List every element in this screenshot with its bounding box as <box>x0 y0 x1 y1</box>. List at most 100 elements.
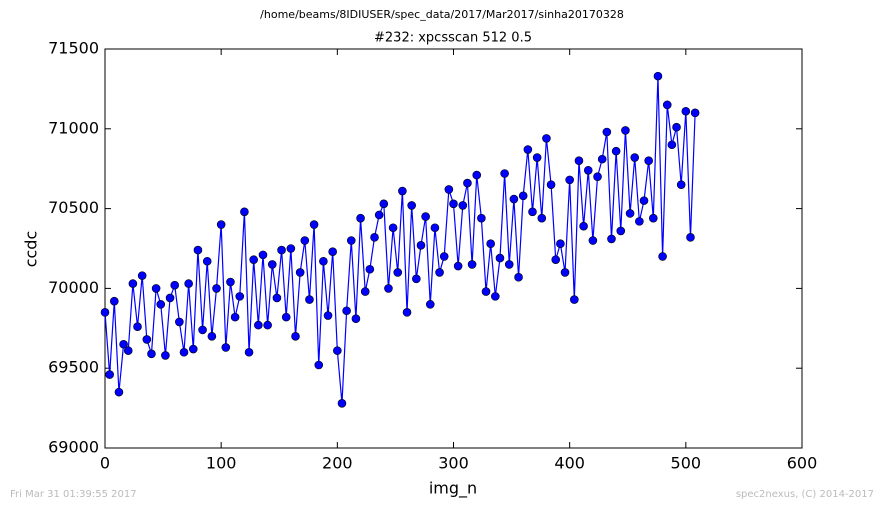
x-tick-label: 600 <box>787 454 818 473</box>
plot-frame <box>104 48 803 449</box>
data-point <box>226 277 235 287</box>
data-point <box>542 134 551 143</box>
data-point <box>360 287 370 296</box>
data-point <box>165 293 175 303</box>
data-point <box>193 245 203 255</box>
data-point <box>198 325 207 335</box>
data-point <box>556 239 565 249</box>
data-point <box>435 268 444 277</box>
data-point <box>309 220 319 229</box>
data-point <box>286 244 296 253</box>
data-point <box>105 370 114 379</box>
y-axis-label: ccdc <box>22 231 41 268</box>
data-point <box>300 236 310 245</box>
data-point <box>658 252 667 261</box>
data-point <box>170 280 179 290</box>
data-point <box>551 255 561 264</box>
data-point <box>147 349 156 359</box>
x-tick-label: 300 <box>438 454 469 473</box>
data-point <box>221 343 231 352</box>
data-point <box>579 221 588 231</box>
data-point <box>444 185 454 194</box>
data-point <box>240 207 249 217</box>
data-point <box>337 399 347 408</box>
footer-left: Fri Mar 31 01:39:55 2017 <box>10 489 137 500</box>
data-point <box>686 233 695 242</box>
data-point <box>365 264 375 274</box>
data-point <box>291 331 300 341</box>
data-point <box>379 199 389 209</box>
data-point <box>644 156 653 166</box>
data-point <box>388 223 398 233</box>
x-tick-label: 200 <box>322 454 353 473</box>
data-point <box>630 153 640 162</box>
data-point <box>175 317 184 327</box>
data-point <box>588 236 598 245</box>
data-point <box>662 100 672 110</box>
data-point <box>281 312 291 322</box>
data-point <box>156 300 166 309</box>
data-point <box>667 140 677 150</box>
data-point <box>230 312 240 322</box>
data-point <box>449 199 458 209</box>
data-point <box>314 360 324 370</box>
data-point <box>216 220 226 229</box>
data-point <box>491 292 500 301</box>
suptitle: /home/beams/8IDIUSER/spec_data/2017/Mar2… <box>260 8 624 21</box>
data-point <box>453 261 463 271</box>
data-point <box>123 346 133 355</box>
data-point <box>467 260 477 269</box>
x-tick-label: 500 <box>671 454 702 473</box>
data-point <box>263 320 272 330</box>
data-point <box>254 320 263 330</box>
data-point <box>565 175 574 185</box>
data-point <box>319 256 328 266</box>
data-point <box>472 170 482 180</box>
data-point <box>481 287 491 296</box>
data-point <box>602 127 612 137</box>
data-point <box>653 71 663 81</box>
data-point <box>439 252 449 261</box>
data-point <box>202 256 212 266</box>
data-point <box>532 153 542 162</box>
data-point <box>649 213 658 223</box>
data-point <box>258 250 268 260</box>
y-tick-label: 69500 <box>48 358 99 377</box>
x-tick-label: 0 <box>100 454 110 473</box>
data-point <box>128 279 138 288</box>
data-point <box>249 255 258 264</box>
data-point <box>119 339 128 349</box>
data-point <box>486 239 495 249</box>
data-point <box>212 284 221 293</box>
data-point <box>384 284 393 293</box>
data-point <box>690 108 700 118</box>
data-point <box>546 180 556 189</box>
data-point <box>583 165 593 175</box>
data-point <box>514 272 523 282</box>
data-point <box>142 335 152 344</box>
data-point <box>161 351 170 360</box>
data-point <box>416 241 426 250</box>
y-tick-label: 70000 <box>48 278 99 297</box>
data-point <box>109 296 119 306</box>
data-point <box>305 295 314 304</box>
data-point <box>616 226 626 236</box>
data-point <box>323 311 333 320</box>
data-point <box>495 253 505 263</box>
data-point <box>463 178 472 188</box>
data-point <box>593 172 602 181</box>
data-point <box>351 314 361 324</box>
data-point <box>611 146 621 156</box>
footer-right: spec2nexus, (C) 2014-2017 <box>736 489 874 500</box>
data-point <box>277 245 286 255</box>
data-point <box>560 268 570 277</box>
data-point <box>346 236 356 245</box>
data-point <box>681 106 691 116</box>
data-point <box>267 260 277 269</box>
data-point <box>570 295 579 304</box>
data-point <box>328 247 337 256</box>
data-point <box>672 122 681 132</box>
data-point <box>235 292 245 301</box>
data-point <box>607 234 616 244</box>
